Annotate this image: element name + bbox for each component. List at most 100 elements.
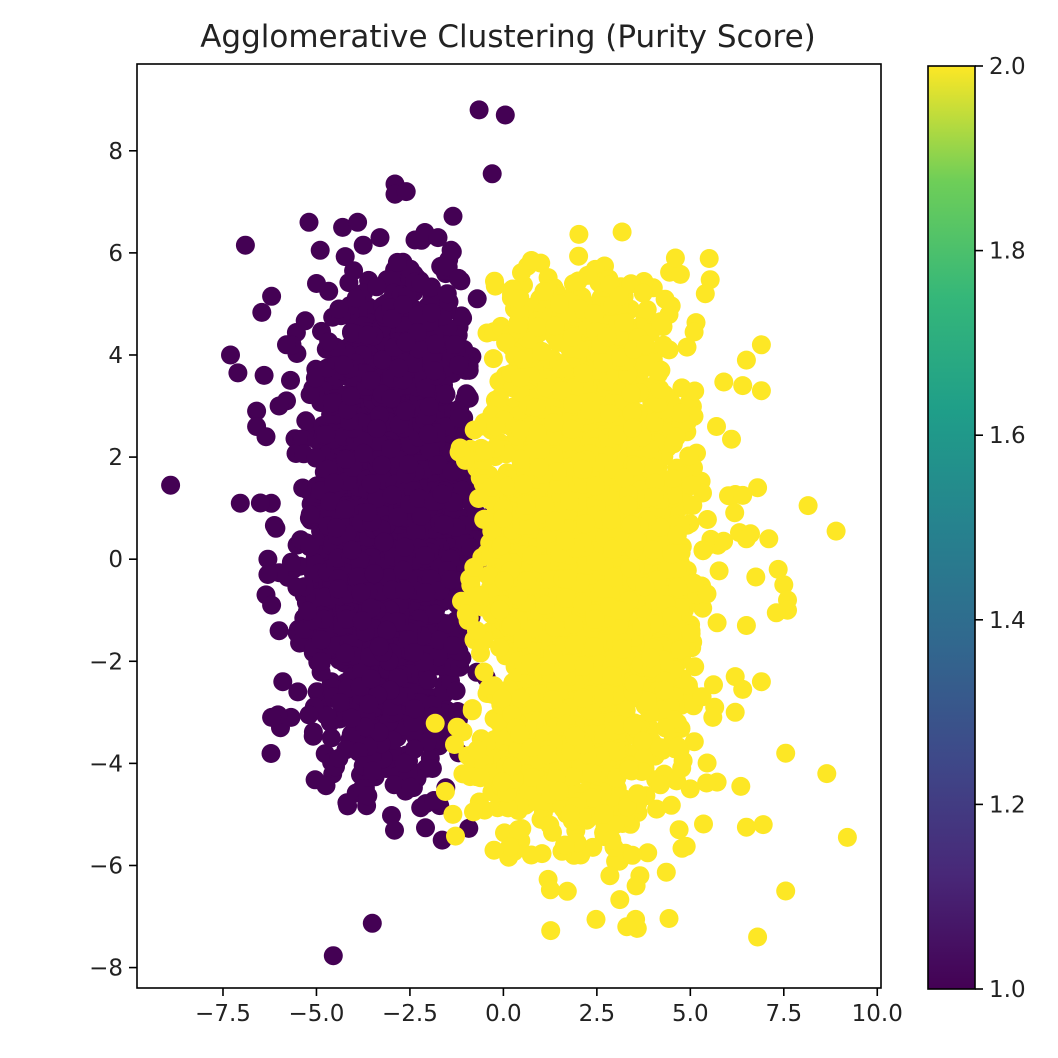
data-point (342, 540, 362, 560)
data-point (367, 488, 387, 508)
series-2-points (425, 222, 857, 947)
data-point (677, 337, 697, 357)
data-point (381, 389, 401, 408)
data-point (299, 705, 319, 725)
data-point (453, 308, 473, 328)
data-point (269, 621, 289, 641)
data-point (367, 277, 387, 297)
data-point (434, 515, 454, 535)
data-point (395, 537, 415, 557)
data-point (358, 503, 378, 522)
data-point (358, 786, 378, 806)
data-point (373, 350, 392, 370)
series-1-points (161, 100, 515, 966)
data-point (293, 429, 313, 449)
data-point (404, 739, 424, 759)
data-point (416, 583, 436, 602)
data-point (334, 355, 354, 375)
data-point (319, 332, 339, 352)
data-point (409, 488, 429, 508)
data-point (296, 411, 316, 431)
data-point (697, 510, 717, 529)
data-point (228, 363, 248, 383)
data-point (443, 206, 463, 226)
data-point (428, 228, 448, 248)
data-point (321, 728, 341, 748)
data-point (358, 325, 378, 345)
data-point (324, 473, 344, 493)
data-point (333, 217, 353, 237)
data-point (329, 299, 349, 319)
data-point (337, 793, 357, 813)
data-point (419, 397, 439, 417)
data-point (384, 775, 404, 795)
data-point (610, 890, 630, 910)
data-point (418, 424, 438, 444)
data-point (557, 881, 577, 901)
data-point (425, 334, 445, 354)
data-point (298, 601, 317, 621)
data-point (396, 332, 416, 352)
data-point (369, 637, 389, 657)
data-point (363, 761, 382, 781)
data-point (295, 311, 315, 331)
data-point (311, 652, 331, 671)
data-point (411, 506, 431, 526)
data-point (348, 567, 368, 587)
data-point (230, 493, 250, 513)
data-point (273, 672, 293, 692)
data-point (342, 708, 361, 728)
data-point (355, 717, 375, 737)
data-point (467, 289, 487, 309)
data-point (221, 345, 240, 365)
data-point (441, 240, 461, 260)
data-point (374, 532, 394, 552)
data-point (353, 235, 373, 255)
data-point (411, 274, 431, 293)
data-point (299, 212, 319, 232)
data-point (342, 323, 361, 343)
data-point (323, 946, 343, 966)
data-point (287, 577, 307, 597)
data-point (258, 549, 278, 569)
data-point (316, 425, 336, 445)
data-point (348, 212, 368, 232)
data-point (310, 240, 330, 260)
data-point (367, 419, 387, 438)
data-point (382, 309, 402, 329)
data-point (277, 335, 296, 355)
data-point (569, 246, 589, 266)
data-point (281, 370, 300, 390)
data-point (372, 455, 392, 475)
data-point (307, 274, 326, 293)
data-point (346, 288, 366, 308)
data-point (381, 439, 401, 459)
data-point (425, 604, 445, 624)
data-point (361, 474, 381, 494)
data-point (395, 401, 415, 421)
data-point (235, 235, 255, 255)
data-point (254, 365, 274, 385)
data-point (320, 492, 340, 512)
data-point (329, 748, 349, 768)
data-point (328, 579, 348, 599)
data-point (382, 806, 401, 825)
data-point (354, 443, 373, 463)
data-point (382, 485, 402, 505)
data-point (459, 388, 479, 408)
data-point (445, 335, 465, 354)
data-point (483, 349, 503, 369)
data-point (336, 449, 356, 469)
data-point (694, 814, 713, 834)
data-point (437, 284, 457, 304)
data-point (424, 361, 444, 381)
data-point (467, 621, 486, 641)
data-point (337, 609, 356, 629)
data-point (449, 408, 469, 428)
data-point (300, 505, 320, 524)
data-point (394, 753, 414, 773)
data-point (361, 669, 381, 689)
data-point (422, 303, 441, 323)
data-point (415, 546, 435, 565)
data-point (420, 441, 440, 461)
